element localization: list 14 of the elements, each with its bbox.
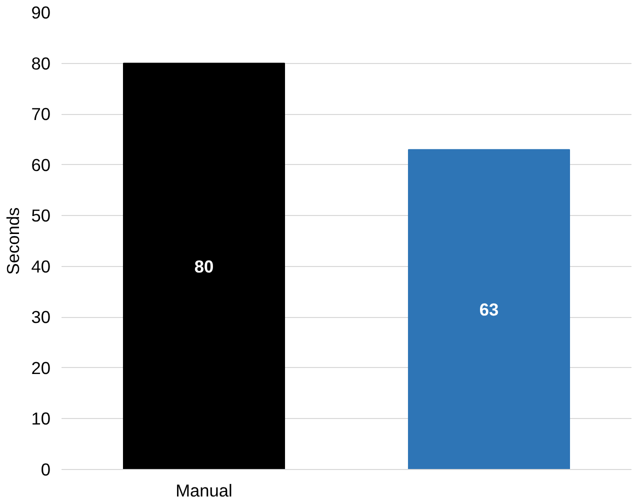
y-tick-label: 60	[31, 154, 51, 175]
y-tick-label: 30	[31, 307, 51, 328]
x-tick-label: Manual	[176, 480, 232, 500]
y-tick-label: 20	[31, 358, 51, 378]
data-label: 63	[479, 300, 499, 320]
y-tick-label: 80	[31, 53, 51, 74]
y-tick-label: 10	[31, 408, 51, 429]
y-axis-title: Seconds	[3, 206, 24, 275]
y-tick-label: 70	[31, 104, 51, 124]
y-tick-label: 40	[31, 256, 51, 276]
y-tick-label: 50	[31, 206, 51, 226]
data-label: 80	[194, 256, 214, 276]
y-tick-label: 0	[40, 460, 51, 480]
y-tick-label: 90	[31, 2, 51, 22]
